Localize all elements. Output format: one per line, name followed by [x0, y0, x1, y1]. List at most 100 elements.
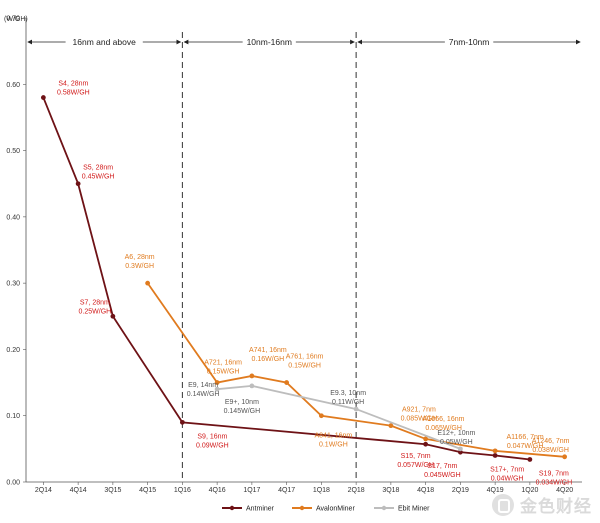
legend-marker — [381, 505, 387, 511]
era-label-bg — [65, 36, 143, 48]
data-point — [423, 441, 429, 447]
y-tick-label: 0.50 — [6, 148, 20, 155]
data-label-line: 0.3W/GH — [125, 263, 154, 270]
data-label-line: 0.047W/GH — [507, 443, 544, 450]
data-point — [249, 373, 255, 379]
data-label: E12+, 10nm 0.05W/GH — [437, 430, 475, 446]
legend-label: Antminer — [246, 506, 275, 513]
data-label: E9, 14nm 0.14W/GH — [187, 382, 220, 398]
y-tick-label: 0.60 — [6, 82, 20, 89]
data-label-line: 0.1W/GH — [319, 442, 348, 449]
data-label: A1246, 7nm 0.038W/GH — [532, 438, 570, 454]
data-label: S7, 28nm 0.25W/GH — [79, 299, 112, 315]
x-tick-label: 3Q18 — [382, 487, 399, 494]
data-label-line: A921, 7nm — [402, 407, 436, 414]
data-point — [492, 453, 498, 458]
data-point — [40, 95, 46, 100]
data-label: A1166, 7nm 0.047W/GH — [507, 434, 544, 450]
data-label-line: S4, 28nm — [58, 81, 88, 88]
data-label: S4, 28nm 0.58W/GH — [57, 81, 90, 97]
data-label-line: 0.15W/GH — [288, 363, 321, 370]
x-tick-label: 1Q16 — [174, 487, 191, 494]
data-point — [214, 380, 220, 385]
data-point — [492, 448, 498, 454]
data-label: S17+, 7nm 0.04W/GH — [490, 466, 524, 482]
data-label-line: 0.038W/GH — [532, 447, 569, 454]
data-label-line: 0.25W/GH — [79, 308, 112, 315]
data-label-line: 0.16W/GH — [252, 356, 285, 363]
era-label-bg — [242, 36, 296, 48]
data-label-line: A741, 16nm — [249, 347, 287, 354]
data-label-line: 0.04W/GH — [491, 475, 524, 482]
x-tick-label: 1Q20 — [521, 487, 538, 494]
legend-label: Ebit Miner — [398, 506, 430, 513]
data-point — [527, 457, 533, 462]
data-point — [388, 423, 394, 429]
data-point — [423, 436, 429, 442]
data-label-line: E12+, 10nm — [437, 430, 475, 437]
data-label-line: S19, 7nm — [539, 470, 569, 477]
data-label: A761, 16nm 0.15W/GH — [286, 354, 324, 370]
series-line-antminer — [42, 97, 530, 461]
y-tick-label: 0.40 — [6, 214, 20, 221]
data-label-line: A1166, 7nm — [507, 434, 544, 441]
data-label-line: S15, 7nm — [401, 453, 431, 460]
data-label: S15, 7nm 0.057W/GH — [397, 453, 434, 469]
data-label: A841, 16nm 0.1W/GH — [315, 433, 353, 449]
data-label: A921, 7nm 0.085W/GH — [401, 407, 438, 423]
data-point — [75, 181, 81, 187]
x-tick-label: 2Q14 — [35, 487, 52, 494]
data-label-line: 0.145W/GH — [224, 408, 261, 415]
data-label-line: 0.057W/GH — [397, 462, 434, 469]
data-label-line: 0.58W/GH — [57, 90, 90, 97]
watermark: 金色财经 — [492, 492, 592, 517]
legend-marker — [229, 505, 235, 511]
data-label-line: 0.15W/GH — [207, 369, 240, 376]
x-tick-label: 4Q17 — [278, 487, 295, 494]
data-label-line: A761, 16nm — [286, 354, 324, 361]
data-point — [318, 413, 324, 419]
x-tick-label: 4Q14 — [70, 487, 87, 494]
data-label-line: 0.065W/GH — [425, 425, 462, 432]
x-tick-label: 4Q20 — [556, 487, 573, 494]
data-point — [284, 380, 290, 385]
data-label-line: A1246, 7nm — [532, 438, 570, 445]
data-label: S9, 16nm 0.09W/GH — [196, 433, 229, 449]
data-point — [457, 446, 463, 452]
x-tick-label: 4Q19 — [487, 487, 504, 494]
data-label-line: A841, 16nm — [315, 433, 353, 440]
data-label-line: 0.045W/GH — [424, 472, 461, 479]
data-label-line: S5, 28nm — [83, 165, 113, 172]
data-label-line: S7, 28nm — [80, 299, 110, 306]
x-tick-label: 1Q18 — [313, 487, 330, 494]
era-label: 10nm-16nm — [247, 37, 292, 47]
data-label-line: A6, 28nm — [125, 254, 155, 261]
x-tick-label: 2Q19 — [452, 487, 469, 494]
data-label-line: 0.09W/GH — [196, 442, 229, 449]
data-label: S19, 7nm 0.034W/GH — [536, 470, 573, 486]
data-point — [214, 386, 220, 392]
data-label-line: 0.034W/GH — [536, 479, 573, 486]
data-label-line: S9, 16nm — [197, 433, 227, 440]
data-point — [110, 313, 116, 319]
era-label: 16nm and above — [73, 37, 137, 47]
x-tick-label: 1Q17 — [243, 487, 260, 494]
data-label-line: S17, 7nm — [427, 463, 457, 470]
data-label-line: 0.05W/GH — [440, 439, 473, 446]
data-point — [249, 383, 255, 389]
watermark-text: 金色财经 — [520, 497, 592, 517]
data-label-line: E9.3, 10nm — [330, 390, 366, 397]
x-tick-label: 2Q18 — [348, 487, 365, 494]
data-point — [457, 449, 463, 455]
data-label-line: E9, 14nm — [188, 382, 218, 389]
data-label-line: E9+, 10nm — [225, 399, 259, 406]
y-tick-label: 0.70 — [6, 16, 20, 23]
data-point — [145, 280, 151, 286]
data-label-line: A1066, 16nm — [423, 416, 465, 423]
y-tick-label: 0.10 — [6, 413, 20, 420]
legend-label: AvalonMiner — [316, 506, 355, 513]
y-tick-label: 0.20 — [6, 347, 20, 354]
data-label: A741, 16nm 0.16W/GH — [249, 347, 287, 363]
y-tick-label: 0.30 — [6, 281, 20, 288]
